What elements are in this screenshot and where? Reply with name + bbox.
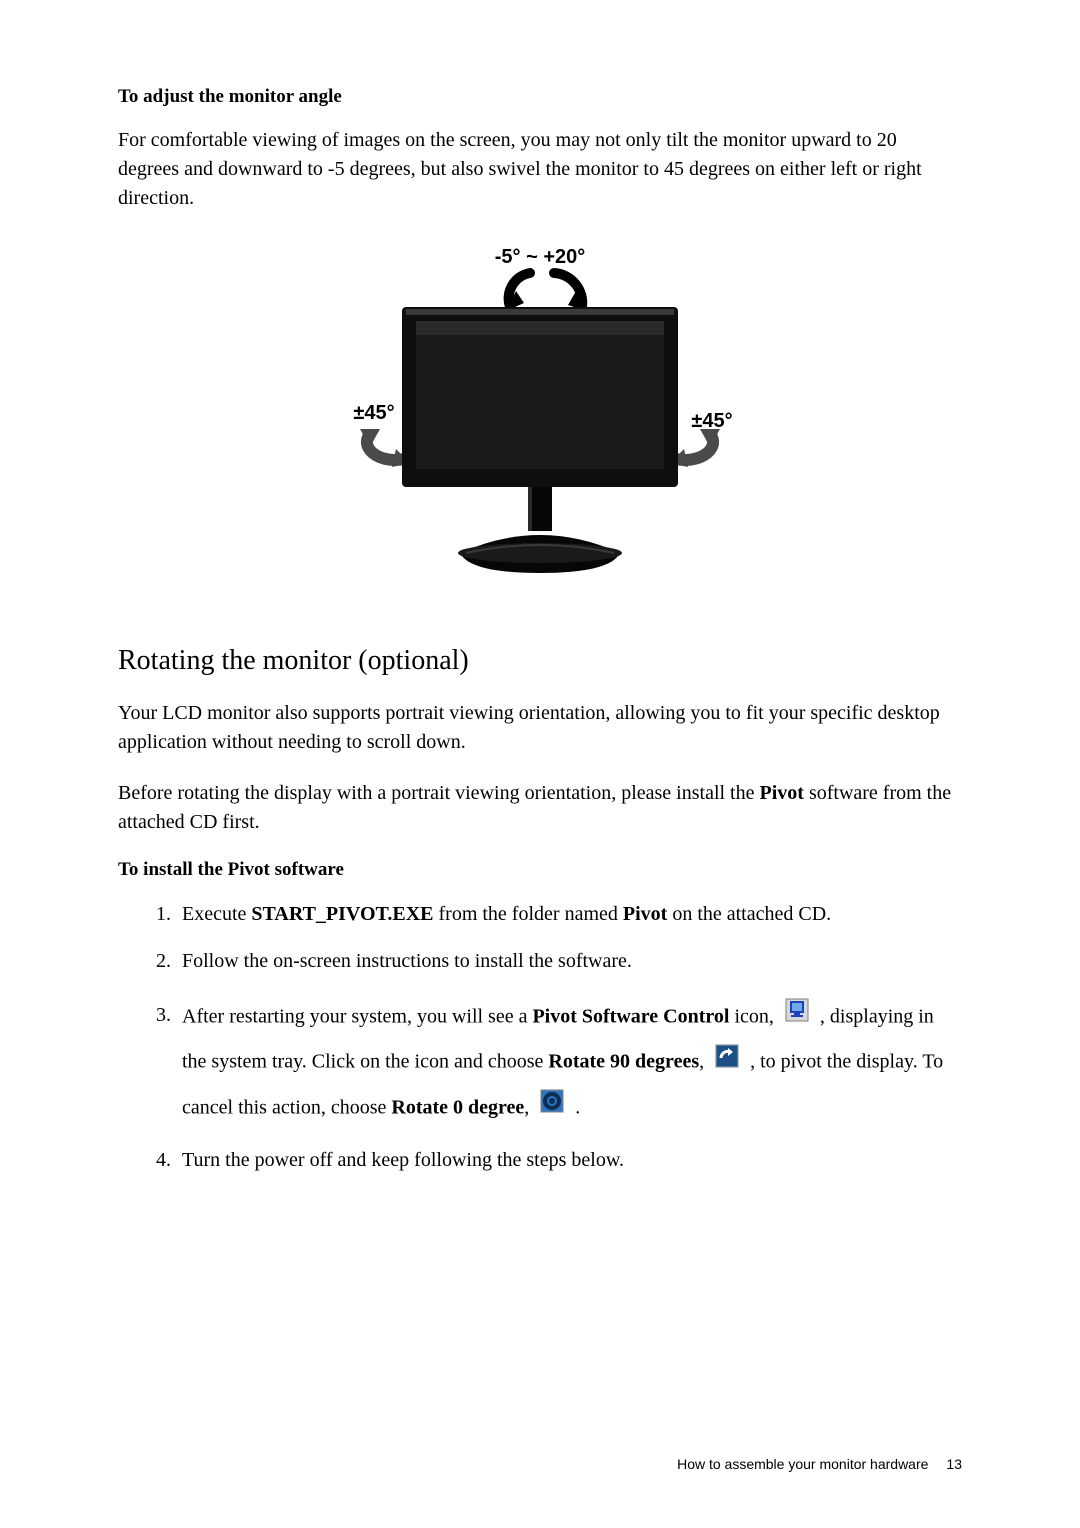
para-rot-1: Your LCD monitor also supports portrait …: [118, 699, 962, 757]
step-1: Execute START_PIVOT.EXE from the folder …: [176, 899, 962, 930]
para-rot-2: Before rotating the display with a portr…: [118, 779, 962, 837]
monitor-illustration: [402, 307, 678, 573]
step-2: Follow the on-screen instructions to ins…: [176, 946, 962, 977]
subhead-install-pivot: To install the Pivot software: [118, 859, 962, 881]
step-3: After restarting your system, you will s…: [176, 993, 962, 1129]
step-4: Turn the power off and keep following th…: [176, 1145, 962, 1176]
footer-page: 13: [946, 1456, 962, 1472]
para-adjust-angle: For comfortable viewing of images on the…: [118, 126, 962, 213]
tilt-label: -5° ~ +20°: [495, 246, 586, 268]
rotate-0-icon: [540, 1085, 564, 1129]
section-title-rotating: Rotating the monitor (optional): [118, 645, 962, 677]
pivot-control-icon: [785, 994, 809, 1038]
footer-text: How to assemble your monitor hardware: [677, 1456, 928, 1472]
swivel-right-label: ±45°: [691, 410, 732, 432]
monitor-figure: -5° ~ +20° ±45° ±45°: [118, 241, 962, 601]
page-footer: How to assemble your monitor hardware 13: [677, 1456, 962, 1472]
rotate-90-icon: [715, 1040, 739, 1084]
install-steps: Execute START_PIVOT.EXE from the folder …: [118, 899, 962, 1176]
subhead-adjust-angle: To adjust the monitor angle: [118, 86, 962, 108]
swivel-left-label: ±45°: [353, 402, 394, 424]
